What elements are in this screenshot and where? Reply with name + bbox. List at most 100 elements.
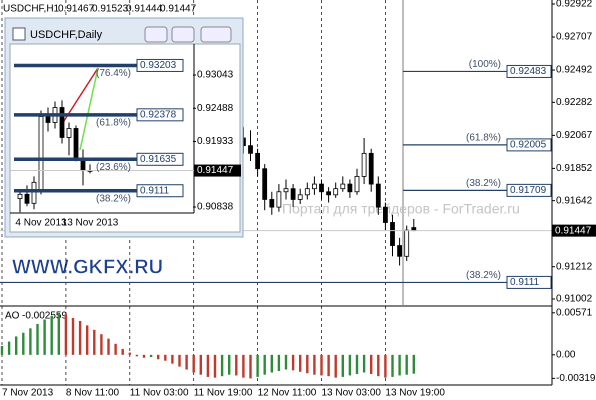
ao-value: -0.002559 [22, 311, 67, 322]
close-button[interactable] [200, 26, 232, 43]
window-body [9, 43, 241, 233]
low-price: 0.91444 [126, 4, 163, 15]
ao-bar [348, 354, 352, 376]
fib-value: 0.93203 [140, 60, 177, 71]
y-tick-label: 0.93043 [197, 70, 234, 81]
ao-bar [362, 354, 366, 373]
fib-value-box [136, 152, 184, 166]
ao-bar [277, 354, 281, 372]
ao-bar [334, 354, 337, 378]
ao-bar [249, 354, 252, 379]
fib-level-label: (23.6%) [96, 162, 131, 173]
ao-bar [299, 354, 302, 372]
minimize-button[interactable] [144, 26, 168, 43]
ao-bar [157, 354, 160, 360]
ao-bar [412, 354, 415, 374]
y-tick-label: -0.003198 [556, 373, 596, 384]
ao-bar [15, 336, 18, 355]
y-tick-label: 0.92282 [556, 97, 593, 108]
ao-bar [220, 354, 224, 377]
ao-bar [142, 354, 146, 358]
candle-body [24, 193, 30, 204]
ao-bar [135, 354, 139, 357]
candle-body [255, 152, 261, 170]
candle-body [73, 128, 79, 159]
candle-body [390, 222, 395, 246]
fib-level-label: (76.4%) [96, 68, 131, 79]
ao-panel: AO -0.002559 0.00571 0.00 -0.003198 [0, 305, 596, 386]
ao-bar [341, 354, 344, 377]
y-tick-label: 0.92067 [556, 130, 593, 141]
candle-body [333, 188, 339, 196]
fib-value: 0.91635 [140, 154, 177, 165]
ao-bar [149, 354, 153, 358]
ao-bar [398, 354, 401, 376]
ao-bar [36, 323, 39, 355]
candle-body [297, 194, 303, 200]
banner: WWW.GKFX.RU [12, 256, 163, 278]
ao-bar [128, 352, 131, 355]
y-tick-label: 0.92492 [556, 65, 593, 76]
candle-body [17, 193, 23, 199]
ao-bar [178, 354, 181, 367]
fib-value: 0.92378 [140, 109, 177, 120]
y-tick-label: 0.91642 [556, 195, 593, 206]
x-tick-label: 8 Nov 11:00 [66, 388, 120, 399]
candle-body [248, 145, 253, 154]
fib-value: 0.91709 [510, 185, 547, 196]
ao-bar [384, 354, 387, 378]
candle-body [311, 183, 317, 190]
ao-bar [263, 354, 266, 375]
candle-body [290, 188, 296, 200]
candle-body [269, 199, 275, 208]
ao-bar [391, 354, 394, 377]
price-box [552, 224, 596, 237]
candle-body [262, 168, 268, 200]
ao-bar [64, 314, 68, 355]
y-tick-label: 0.92707 [556, 32, 593, 43]
x-tick-label: 13 Nov 19:00 [385, 388, 445, 399]
fib-level-label: (38.2%) [96, 193, 131, 204]
fib-value: 0.92483 [510, 66, 547, 77]
y-tick-label: 0.92488 [197, 103, 234, 114]
ao-bar [57, 312, 60, 355]
x-tick-label: 4 Nov 2013 [15, 218, 67, 229]
ao-bar [107, 338, 110, 355]
ao-title: AO [5, 311, 20, 322]
x-tick-label: 11 Nov 19:00 [194, 388, 253, 399]
fib-value-box [136, 108, 184, 122]
fib-value-box [506, 64, 552, 78]
open-price: 0.91467 [58, 4, 95, 15]
candle-body [283, 188, 289, 193]
fib-value-box [136, 184, 184, 198]
x-tick-label: 11 Nov 03:00 [130, 388, 189, 399]
candle-body [397, 245, 403, 257]
ao-bar [270, 354, 273, 373]
fib-value-box [506, 183, 552, 197]
candle-body [340, 183, 346, 190]
ao-bar [377, 354, 380, 377]
candle-body [319, 183, 324, 193]
candle-body [368, 152, 374, 185]
candle-body [276, 191, 282, 208]
candle-body [31, 181, 37, 204]
ao-bar [50, 315, 53, 355]
maximize-button[interactable] [171, 26, 195, 43]
trend-line [79, 67, 99, 151]
fib-value-box [506, 138, 552, 152]
candle-body [45, 116, 51, 123]
y-tick-label: 0.00571 [556, 307, 593, 318]
ao-bar [7, 341, 11, 355]
high-price: 0.91523 [92, 4, 129, 15]
ao-bar [93, 329, 96, 355]
fib-level-label: (61.8%) [466, 133, 501, 144]
ao-bar [320, 354, 323, 376]
ao-bar [100, 334, 103, 355]
fib-level-label: (38.2%) [466, 270, 501, 281]
fib-value: 0.92005 [510, 140, 547, 151]
window-title: USDCHF,Daily [30, 29, 103, 41]
ao-bar [213, 354, 217, 378]
ao-bar [256, 354, 259, 377]
